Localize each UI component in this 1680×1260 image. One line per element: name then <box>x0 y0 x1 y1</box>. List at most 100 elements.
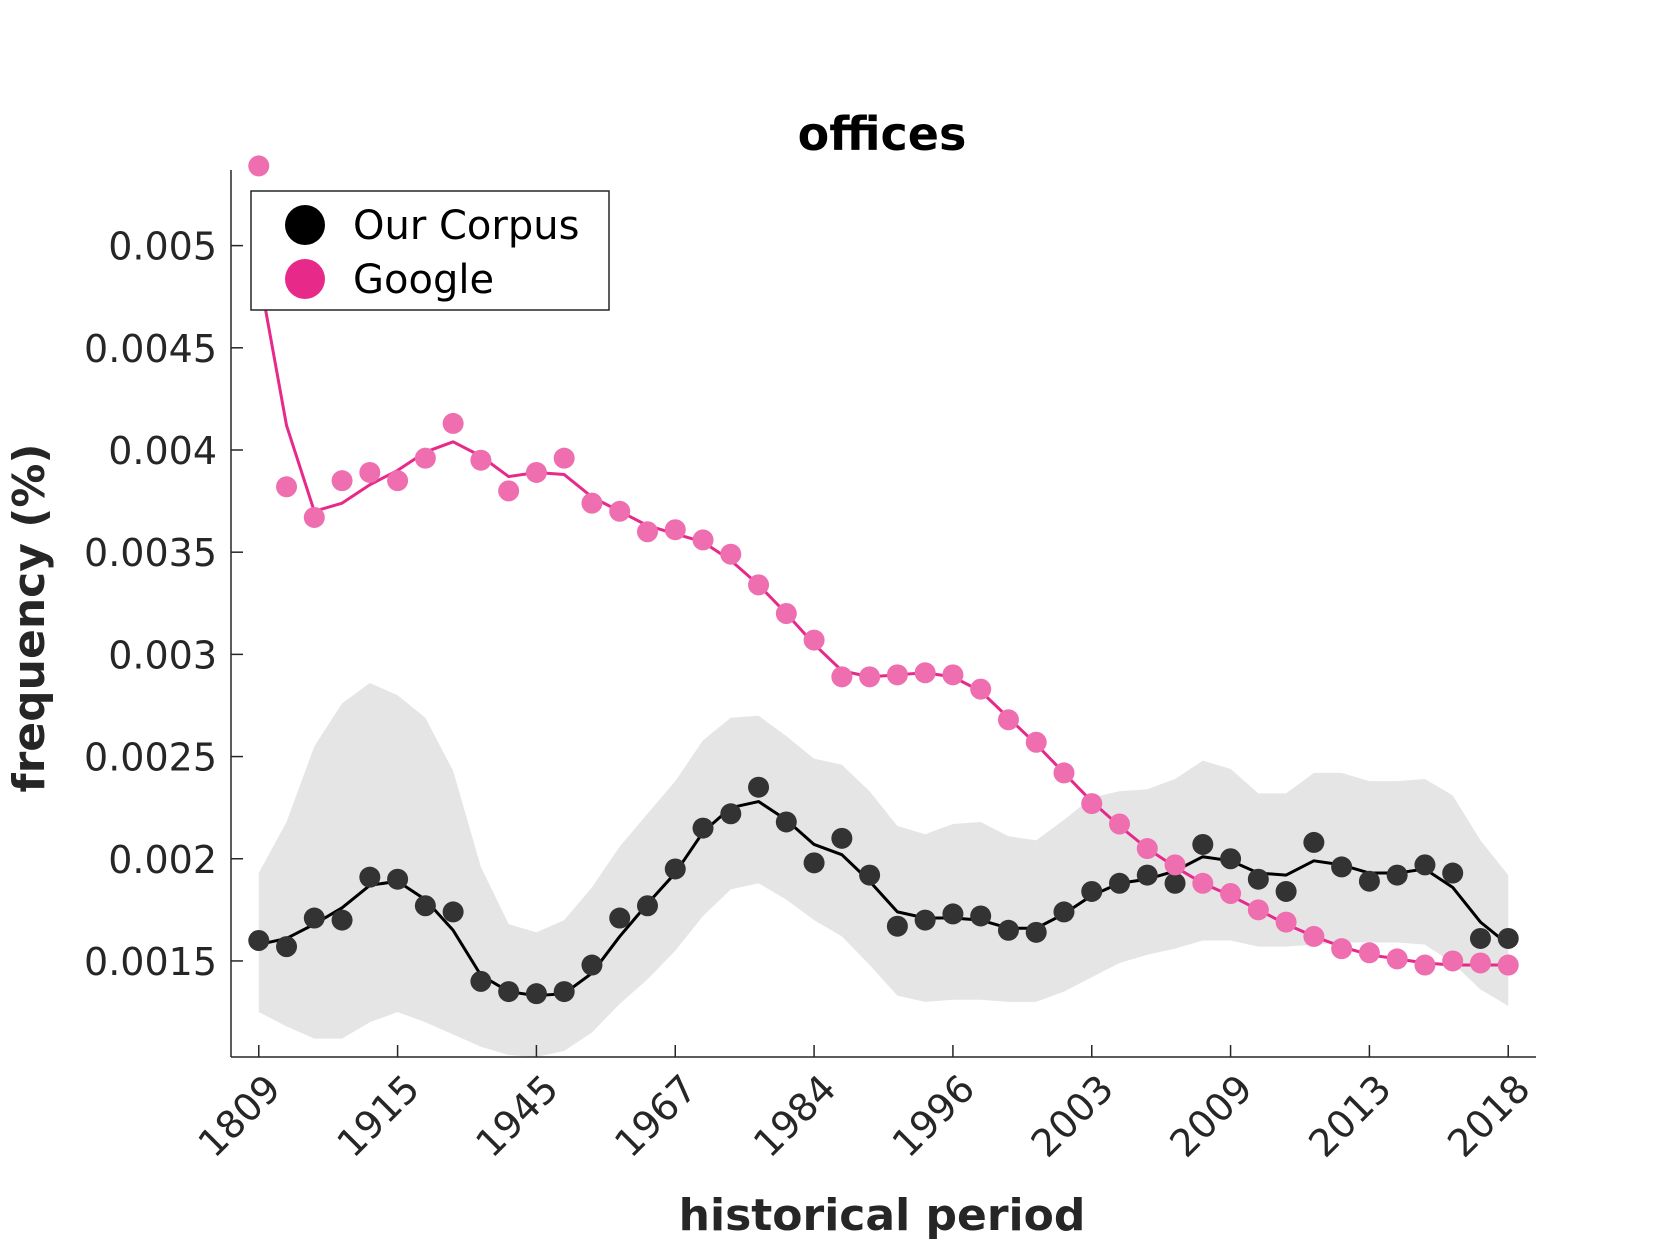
data-point-our-corpus <box>886 915 908 937</box>
data-point-our-corpus <box>692 817 714 839</box>
data-point-our-corpus <box>1414 854 1436 876</box>
data-point-our-corpus <box>248 930 270 952</box>
data-point-our-corpus <box>525 983 547 1005</box>
data-point-google <box>331 470 353 492</box>
data-point-google <box>1497 954 1519 976</box>
data-point-our-corpus <box>1442 862 1464 884</box>
data-point-our-corpus <box>859 864 881 886</box>
data-point-our-corpus <box>553 981 575 1003</box>
marker-layer <box>248 155 1519 1005</box>
legend-marker-our-corpus <box>285 205 325 245</box>
series-line-google <box>257 271 1509 967</box>
y-tick-label: 0.005 <box>108 225 217 269</box>
data-point-our-corpus <box>1109 872 1131 894</box>
data-point-google <box>970 678 992 700</box>
data-point-google <box>1358 942 1380 964</box>
data-point-our-corpus <box>1469 927 1491 949</box>
data-point-our-corpus <box>1164 872 1186 894</box>
data-point-google <box>942 664 964 686</box>
legend-marker-google <box>285 259 325 299</box>
y-tick-label: 0.0035 <box>84 531 217 575</box>
data-point-google <box>553 447 575 469</box>
legend: Our Corpus Google <box>250 190 610 311</box>
data-point-our-corpus <box>1081 880 1103 902</box>
data-point-our-corpus <box>664 858 686 880</box>
data-point-our-corpus <box>442 901 464 923</box>
data-point-our-corpus <box>1025 921 1047 943</box>
data-point-our-corpus <box>470 970 492 992</box>
data-point-our-corpus <box>636 895 658 917</box>
data-point-our-corpus <box>609 907 631 929</box>
data-point-our-corpus <box>831 827 853 849</box>
series-line-our-corpus <box>258 800 1510 998</box>
y-tick-label: 0.0045 <box>84 327 217 371</box>
data-point-our-corpus <box>1358 870 1380 892</box>
data-point-google <box>248 155 270 177</box>
data-point-our-corpus <box>359 866 381 888</box>
x-axis-label: historical period <box>679 1190 1086 1241</box>
data-point-google <box>414 447 436 469</box>
data-point-google <box>775 603 797 624</box>
data-point-google <box>1164 854 1186 876</box>
data-point-google <box>1081 793 1103 815</box>
data-point-google <box>720 543 742 565</box>
data-point-google <box>609 500 631 522</box>
data-point-google <box>1386 948 1408 970</box>
data-point-google <box>303 506 325 528</box>
data-point-our-corpus <box>1220 848 1242 870</box>
data-point-our-corpus <box>1275 880 1297 902</box>
data-point-google <box>442 412 464 434</box>
data-point-google <box>803 629 825 651</box>
data-point-our-corpus <box>970 905 992 927</box>
data-point-our-corpus <box>581 954 603 976</box>
data-point-google <box>692 529 714 551</box>
data-point-our-corpus <box>1247 868 1269 890</box>
legend-label-our-corpus: Our Corpus <box>353 203 579 249</box>
y-tick-label: 0.0025 <box>84 736 217 780</box>
data-point-our-corpus <box>1136 864 1158 886</box>
data-point-our-corpus <box>303 907 325 929</box>
data-point-google <box>1053 762 1075 784</box>
data-point-google <box>1136 838 1158 860</box>
line-layer <box>257 271 1510 998</box>
data-point-our-corpus <box>1053 901 1075 923</box>
data-point-google <box>387 470 409 492</box>
data-point-google <box>276 476 298 498</box>
data-point-our-corpus <box>387 868 409 890</box>
data-point-google <box>1414 954 1436 976</box>
y-tick-label: 0.003 <box>108 633 217 677</box>
data-point-our-corpus <box>803 852 825 874</box>
data-point-google <box>664 519 686 541</box>
confidence-band-our-corpus <box>258 682 1509 1057</box>
legend-label-google: Google <box>353 257 494 303</box>
data-point-google <box>1109 813 1131 835</box>
data-point-our-corpus <box>414 895 436 917</box>
data-point-google <box>1192 872 1214 894</box>
y-tick-label: 0.002 <box>108 838 217 882</box>
data-point-our-corpus <box>914 909 936 931</box>
data-point-google <box>581 492 603 514</box>
data-point-google <box>859 666 881 688</box>
y-tick-label: 0.0015 <box>84 940 217 984</box>
data-point-our-corpus <box>775 811 797 833</box>
confidence-band-layer <box>258 682 1509 1057</box>
data-point-google <box>997 709 1019 731</box>
data-point-our-corpus <box>1303 831 1325 853</box>
data-point-our-corpus <box>331 909 353 931</box>
data-point-our-corpus <box>997 919 1019 941</box>
y-axis-label: frequency (%) <box>4 443 55 792</box>
data-point-google <box>886 664 908 686</box>
y-tick-label: 0.004 <box>108 429 217 473</box>
data-point-our-corpus <box>1192 833 1214 855</box>
data-point-google <box>498 480 520 502</box>
data-point-google <box>1303 925 1325 947</box>
data-point-google <box>914 662 936 684</box>
data-point-our-corpus <box>1497 927 1519 949</box>
data-point-google <box>831 666 853 688</box>
data-point-google <box>470 449 492 471</box>
data-point-our-corpus <box>748 776 770 798</box>
data-point-google <box>1247 899 1269 921</box>
data-point-our-corpus <box>1331 856 1353 878</box>
data-point-google <box>748 574 770 596</box>
